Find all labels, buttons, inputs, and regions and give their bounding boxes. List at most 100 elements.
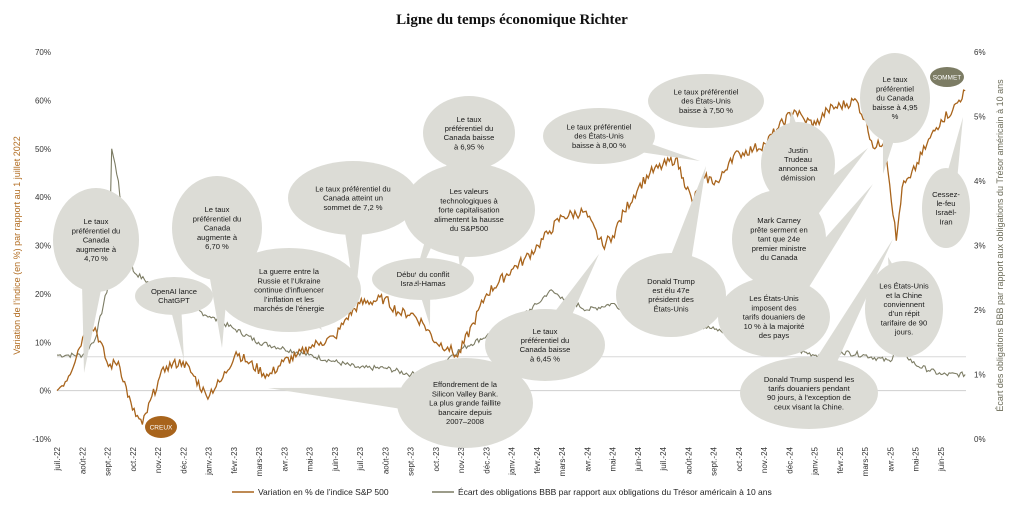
x-tick-label: juil.-23 [356,446,365,471]
annotation-ellipse [217,248,361,332]
y-left-tick-label: 20% [35,290,51,299]
x-tick-label: sept.-22 [104,446,113,475]
annotation-text-line: imposent des [751,303,796,312]
annotation-text-line: des pays [759,331,790,340]
annotation-text-line: Justin [788,146,808,155]
badge-sommet: SOMMET [930,67,964,87]
y-right-tick-label: 0% [974,435,986,444]
annotation-text-line: Canada [83,236,110,245]
annotation-text-line: Le taux [883,75,908,84]
annotation-text-line: Iran [939,217,952,226]
annotation-text-line: du S&P500 [450,224,488,233]
annotation-text-line: d’un répit [888,309,920,318]
annotation-text-line: Les valeurs [450,187,489,196]
x-tick-label: août-22 [78,446,87,474]
annotation-text-line: 10 % à la majorité [744,322,805,331]
annotation-text-line: Russie et l’Ukraine [257,276,320,285]
left-axis: -10% 0% 10% 20% 30% 40% 50% 60% 70% Variation de … [12,48,51,444]
annotation-ellipse [616,253,726,337]
x-tick-label: avr.-25 [886,446,895,471]
x-tick-label: mars-23 [255,446,264,476]
x-tick-label: févr.-23 [230,446,239,473]
annotation-text-line: premier ministre [752,244,806,253]
annotation-text-line: La plus grande faillite [429,399,501,408]
annotation-text-line: Canada [204,224,231,233]
x-tick-label: août-24 [684,446,693,474]
legend-label-1: Écart des obligations BBB par rapport au… [458,487,772,497]
x-tick-label: mai-23 [306,446,315,471]
x-tick-label: juin-25 [937,446,946,472]
annotation-text-line: le-feu [937,199,956,208]
x-tick-label: nov.-23 [457,446,466,473]
annotation-text-line: préférentiel du [521,336,570,345]
annotation-text-line: Les États-Unis [879,282,929,291]
annotation-ellipse [718,277,830,357]
x-tick-label: avr.-24 [583,446,592,471]
annotation-text-line: et la Chine [886,291,922,300]
x-tick-label: févr.-24 [533,446,542,473]
x-tick-label: juin-24 [634,446,643,472]
badge-label: SOMMET [933,74,962,81]
x-tick-label: févr.-25 [836,446,845,473]
annotation-text-line: Le taux [205,205,230,214]
y-left-tick-label: 40% [35,193,51,202]
badge-ellipse [145,416,177,438]
annotation-text-line: OpenAI lance [151,287,197,296]
annotation-text-line: des États-Unis [574,132,624,141]
annotation-text-line: Canada baisse [444,133,495,142]
annotation-text-line: 2007–2008 [446,417,484,426]
annotation-text-line: est élu 47e [652,286,689,295]
y-right-tick-label: 6% [974,48,986,57]
legend: Variation en % de l’indice S&P 500 Écart … [232,487,772,497]
annotation-text-line: Canada atteint un [323,194,383,203]
annotation-ellipse [172,176,262,280]
x-tick-label: mars-24 [558,446,567,476]
right-axis: 0% 1% 2% 3% 4% 5% 6% Écart des obligations BBB … [974,48,1005,444]
annotation-text-line: forte capitalisation [438,206,499,215]
x-tick-label: mai-25 [912,446,921,471]
annotation-ellipse [135,277,213,315]
y-right-tick-label: 5% [974,113,986,122]
x-tick-label: mars-25 [861,446,870,476]
annotation-ellipse [372,258,474,300]
y-right-tick-label: 3% [974,242,986,251]
annotation-text-line: du Canada [876,94,914,103]
annotation-text-line: préférentiel du [72,226,121,235]
y-left-tick-label: 30% [35,242,51,251]
x-tick-label: nov.-24 [760,446,769,473]
annotation-text-line: alimentent la hausse [434,215,504,224]
annotation-text-line: La guerre entre la [259,267,320,276]
annotation-text-line: ChatGPT [158,296,190,305]
annotation-ellipse [860,53,930,143]
annotation-text-line: Le taux préférentiel [566,122,631,131]
y-right-tick-label: 4% [974,177,986,186]
annotation-text-line: augmente à [197,233,238,242]
annotation-text-line: 4,70 % [84,254,108,263]
annotation-text-line: Début du conflit [397,270,451,279]
annotation-text-line: à 6,45 % [530,354,560,363]
x-tick-label: oct.-24 [735,446,744,471]
x-tick-label: sept.-23 [407,446,416,475]
x-axis: juil.-22 août-22 sept.-22 oct.-22 nov.-22 déc… [53,356,966,476]
x-tick-label: oct.-22 [129,446,138,471]
annotation-text-line: 90 jours, à l’exception de [767,393,851,402]
annotation-text-line: Effondrement de la [433,380,498,389]
annotation-text-line: tant que 24e [758,235,800,244]
annotation-text-line: préférentiel du [445,124,494,133]
annotation-text-line: préférentiel du [193,214,242,223]
annotation-text-line: Donald Trump [647,277,695,286]
x-tick-label: déc.-22 [179,446,188,473]
annotation-text-line: l’inflation et les [264,295,314,304]
badge-label: CREUX [150,424,173,431]
